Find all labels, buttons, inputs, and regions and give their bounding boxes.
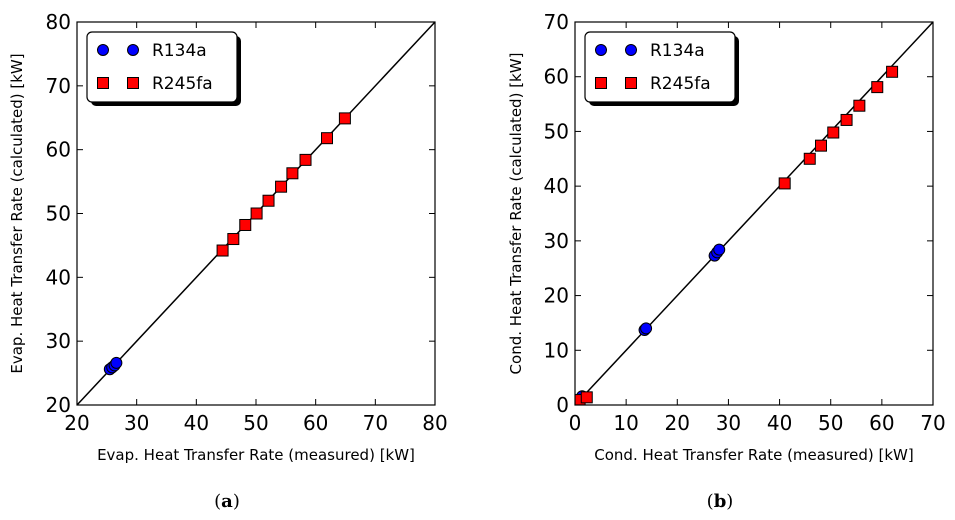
x-tick-label: 20 (665, 411, 690, 435)
caption-a-letter: a (221, 491, 233, 512)
data-point (886, 65, 899, 78)
x-tick-label: 50 (818, 411, 843, 435)
data-point (286, 167, 299, 180)
panel-b: 0 10 20 30 40 50 60 70 0 10 20 30 40 50 60 70 Cond. Heat… (507, 10, 946, 464)
legend-marker (127, 77, 139, 89)
x-tick-label: 70 (920, 411, 945, 435)
caption-a: (a) (214, 491, 240, 512)
legend-label: R134a (650, 41, 705, 61)
data-point (778, 177, 791, 190)
y-tick-label: 30 (544, 229, 569, 253)
y-tick-label: 0 (556, 393, 569, 417)
x-tick-label: 80 (422, 411, 447, 435)
legend-label: R245fa (152, 74, 213, 94)
x-axis-title: Cond. Heat Transfer Rate (measured) [kW] (594, 446, 913, 464)
x-tick-label: 40 (184, 411, 209, 435)
data-point (321, 132, 334, 145)
x-tick-label: 70 (363, 411, 388, 435)
legend-marker (127, 44, 139, 56)
panel-a: 20 30 40 50 60 70 80 20 30 40 50 60 70 80 Evap. Heat T… (8, 10, 448, 464)
legend: R134a R245fa (584, 31, 739, 106)
y-tick-label: 40 (46, 265, 71, 289)
data-point (713, 243, 726, 256)
x-tick-label: 30 (124, 411, 149, 435)
data-point (840, 113, 853, 126)
y-tick-label: 20 (46, 393, 71, 417)
legend-marker (97, 44, 109, 56)
series-r245fa (216, 112, 351, 257)
data-point (110, 356, 123, 369)
y-axis-title: Evap. Heat Transfer Rate (calculated) [k… (8, 53, 26, 373)
data-point (803, 152, 816, 165)
y-tick-label: 40 (544, 174, 569, 198)
data-point (216, 244, 229, 257)
caption-b-letter: b (714, 491, 727, 512)
legend-marker (625, 44, 637, 56)
y-tick-label: 50 (544, 119, 569, 143)
data-point (853, 99, 866, 112)
data-point (227, 233, 240, 246)
plot-frame (574, 21, 934, 406)
legend: R134a R245fa (86, 31, 241, 106)
legend-marker (595, 77, 607, 89)
data-point (338, 112, 351, 125)
y-tick-label: 60 (46, 138, 71, 162)
legend-marker (595, 44, 607, 56)
x-axis-title: Evap. Heat Transfer Rate (measured) [kW] (97, 446, 415, 464)
data-point (250, 207, 263, 220)
y-tick-label: 50 (46, 202, 71, 226)
caption-b: (b) (707, 491, 734, 512)
y-tick-label: 70 (544, 10, 569, 34)
y-axis-title: Cond. Heat Transfer Rate (calculated) [k… (507, 53, 525, 375)
data-point (814, 139, 827, 152)
y-tick-label: 20 (544, 284, 569, 308)
x-tick-label: 60 (303, 411, 328, 435)
data-point (275, 180, 288, 193)
y-tick-label: 60 (544, 65, 569, 89)
data-point (299, 153, 312, 166)
data-point (580, 391, 593, 404)
legend-marker (625, 77, 637, 89)
legend-label: R134a (152, 41, 207, 61)
legend-box (584, 31, 736, 103)
legend-label: R245fa (650, 74, 711, 94)
x-tick-label: 30 (716, 411, 741, 435)
y-tick-label: 70 (46, 74, 71, 98)
x-tick-label: 50 (243, 411, 268, 435)
data-point (239, 218, 252, 231)
x-tick-label: 40 (767, 411, 792, 435)
data-point (827, 126, 840, 139)
x-tick-label: 10 (613, 411, 638, 435)
y-tick-label: 80 (46, 10, 71, 34)
y-tick-label: 30 (46, 329, 71, 353)
x-tick-label: 20 (64, 411, 89, 435)
data-point (640, 322, 653, 335)
legend-box (86, 31, 238, 103)
data-point (262, 194, 275, 207)
y-tick-label: 10 (544, 338, 569, 362)
series-r134a (103, 356, 123, 376)
x-tick-label: 60 (869, 411, 894, 435)
data-point (871, 81, 884, 94)
series-r245fa (575, 65, 899, 405)
legend-marker (97, 77, 109, 89)
x-tick-label: 0 (569, 411, 582, 435)
